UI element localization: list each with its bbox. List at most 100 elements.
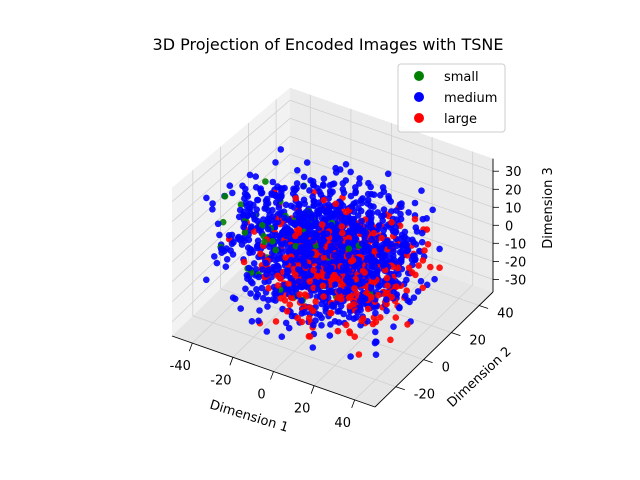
scatter-point-medium (223, 255, 231, 263)
scatter-point-medium (370, 203, 377, 210)
scatter-point-medium (254, 196, 262, 204)
scatter-point-medium (222, 263, 230, 271)
scatter-point-large (285, 280, 292, 287)
scatter-point-medium (410, 239, 417, 246)
scatter-point-medium (211, 253, 218, 260)
scatter-point-small (237, 201, 245, 208)
scatter-point-large (355, 351, 363, 358)
scatter-point-large (421, 247, 428, 254)
scatter-point-large (353, 290, 360, 298)
scatter-point-medium (379, 262, 387, 269)
scatter-point-small (272, 246, 280, 254)
scatter-point-medium (255, 317, 262, 325)
scatter-point-large (378, 234, 386, 242)
y-tick-label: 40 (497, 307, 514, 322)
scatter-point-large (405, 264, 413, 272)
scatter-point-medium (323, 272, 331, 280)
legend-marker-large (414, 113, 424, 123)
scatter-point-medium (326, 332, 334, 339)
scatter-point-medium (287, 274, 295, 282)
scatter-point-large (283, 308, 291, 315)
scatter-point-small (269, 238, 276, 245)
scatter-point-medium (314, 257, 322, 265)
scatter-point-small (219, 218, 227, 226)
scatter-point-medium (339, 264, 347, 271)
scatter-point-large (419, 284, 427, 292)
scatter-point-medium (244, 244, 252, 251)
z-tick-label: 20 (505, 183, 522, 198)
scatter-point-large (342, 321, 350, 329)
scatter-point-medium (294, 167, 301, 174)
scatter-point-medium (390, 248, 397, 255)
scatter-point-medium (295, 266, 302, 273)
scatter-point-medium (403, 276, 410, 284)
scatter-point-large (320, 293, 327, 300)
z-tick-label: -20 (505, 255, 526, 270)
scatter-point-medium (320, 237, 328, 244)
scatter-point-medium (320, 181, 327, 188)
z-gridline (289, 99, 494, 172)
scatter-point-medium (358, 240, 366, 247)
scatter-point-medium (216, 231, 223, 239)
scatter-point-medium (369, 273, 377, 281)
scatter-point-large (327, 309, 334, 317)
scatter-point-medium (269, 296, 277, 303)
scatter-point-medium (336, 287, 343, 294)
scatter-point-medium (347, 353, 354, 360)
legend-marker-small (414, 71, 424, 81)
scatter-point-medium (375, 222, 383, 229)
scatter-point-medium (372, 351, 380, 359)
scatter-point-medium (366, 211, 374, 218)
scatter-point-medium (307, 213, 315, 221)
y-axis-line (374, 291, 494, 408)
legend-label-large: large (444, 112, 477, 127)
scatter-point-medium (368, 190, 375, 198)
scatter-point-large (320, 254, 328, 261)
scatter-point-medium (225, 232, 233, 239)
scatter-point-large (358, 317, 365, 325)
scatter-point-medium (354, 212, 362, 219)
scatter-point-medium (340, 310, 348, 318)
scatter-point-large (310, 266, 317, 274)
scatter-point-medium (354, 309, 362, 316)
scatter-point-large (305, 314, 313, 322)
scatter-point-medium (334, 308, 342, 315)
scatter-point-medium (254, 244, 261, 252)
scatter-point-medium (203, 194, 210, 202)
scatter-point-large (424, 241, 432, 248)
scatter-point-medium (226, 182, 234, 189)
scatter-point-medium (253, 206, 260, 213)
x-axis-label: Dimension 1 (208, 398, 290, 436)
scatter-point-medium (244, 193, 251, 200)
scatter-point-medium (301, 213, 309, 221)
scatter-point-medium (365, 247, 373, 255)
scatter-point-medium (258, 190, 265, 197)
scatter-point-large (383, 274, 391, 282)
scatter-point-large (309, 307, 317, 315)
scatter-point-medium (375, 283, 382, 291)
x-gridline (313, 270, 433, 386)
scatter-point-medium (295, 200, 303, 208)
scatter-point-medium (259, 266, 266, 273)
scatter-point-medium (231, 295, 239, 303)
scatter-point-medium (345, 252, 352, 259)
scatter-point-large (320, 196, 328, 204)
scatter-point-medium (218, 245, 225, 253)
scatter-point-medium (264, 303, 271, 310)
scatter-point-medium (272, 231, 280, 239)
scatter-point-large (282, 254, 289, 261)
scatter-point-medium (398, 203, 405, 211)
scatter-point-large (306, 278, 314, 285)
scatter-point-medium (252, 293, 260, 301)
scatter-point-medium (317, 191, 325, 198)
x-tick-label: 40 (334, 416, 351, 431)
scatter-point-medium (274, 255, 282, 263)
chart-title: 3D Projection of Encoded Images with TSN… (153, 35, 504, 54)
scatter-point-medium (364, 196, 372, 204)
scatter-point-medium (378, 253, 385, 260)
scatter-point-medium (329, 212, 337, 220)
scatter-point-large (338, 223, 346, 230)
scatter-point-small (262, 178, 269, 185)
scatter-point-medium (261, 278, 269, 286)
scatter-point-large (257, 250, 264, 258)
